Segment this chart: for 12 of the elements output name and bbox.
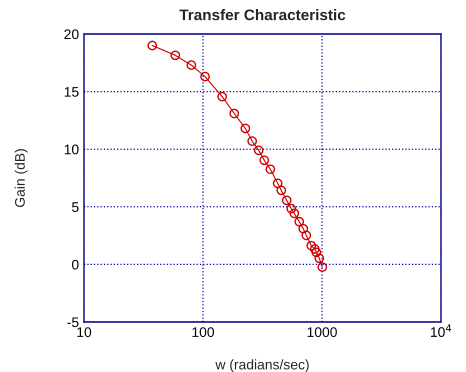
x-tick-label: 1000	[308, 327, 337, 338]
x-axis-title: w (radians/sec)	[215, 359, 309, 372]
x-tick-label: 100	[192, 327, 214, 338]
y-axis-title: Gain (dB)	[14, 149, 28, 208]
y-tick-label: 5	[72, 202, 79, 212]
chart-title: Transfer Characteristic	[179, 9, 346, 20]
y-tick-label: 10	[64, 144, 79, 154]
x-tick-label: 10$^{4}$	[430, 324, 452, 337]
y-tick-label: 20	[64, 29, 79, 40]
y-tick-label: -5	[67, 317, 79, 328]
y-tick-label: 0	[72, 260, 79, 270]
y-tick-label: 15	[64, 87, 79, 97]
